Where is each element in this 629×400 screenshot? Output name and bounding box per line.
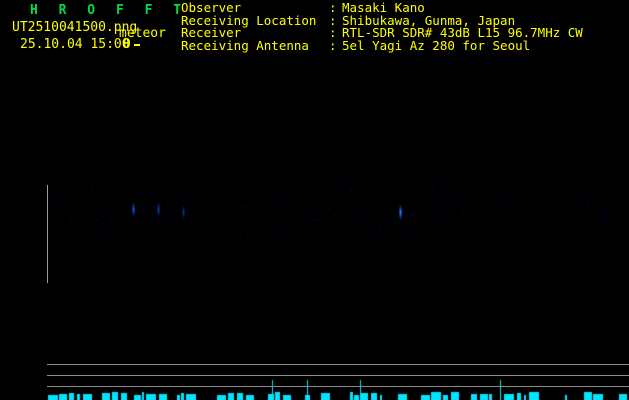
info-value: 5el Yagi Az 280 for Seoul [342, 37, 531, 53]
info-key: Observer [181, 0, 242, 15]
info-row-observer: Observer : Masaki Kano [181, 0, 583, 15]
mode-label: meteor [119, 26, 166, 41]
page-title: H R O F F T [30, 3, 188, 18]
cursor-underline [134, 44, 140, 46]
info-colon: : [329, 37, 337, 53]
info-colon: : [329, 0, 337, 15]
datetime-label: 25.10.04 15:00 [20, 37, 130, 52]
station-info: Observer : Masaki Kano Receiving Locatio… [181, 0, 583, 53]
spectrogram-canvas[interactable] [0, 70, 629, 400]
grid-line [47, 375, 629, 376]
info-key: Receiver [181, 25, 242, 41]
grid-line [47, 386, 629, 387]
info-value: Shibukawa, Gunma, Japan [342, 12, 516, 28]
info-row-receiver: Receiver : RTL-SDR SDR# 43dB L15 96.7MHz… [181, 27, 583, 40]
info-key: Receiving Location [181, 12, 317, 28]
info-colon: : [329, 25, 337, 41]
grid-line [47, 364, 629, 365]
y-axis-line [47, 185, 48, 283]
info-key: Receiving Antenna [181, 37, 309, 53]
info-value: RTL-SDR SDR# 43dB L15 96.7MHz CW [342, 25, 583, 41]
filename-label: UT2510041500.png [12, 20, 138, 35]
info-row-antenna: Receiving Antenna : 5el Yagi Az 280 for … [181, 37, 583, 53]
info-row-location: Receiving Location : Shibukawa, Gunma, J… [181, 12, 583, 28]
spectrogram-plot[interactable] [0, 70, 629, 400]
info-colon: : [329, 12, 337, 28]
echo-count: 0 [123, 37, 131, 52]
info-value: Masaki Kano [342, 0, 425, 15]
